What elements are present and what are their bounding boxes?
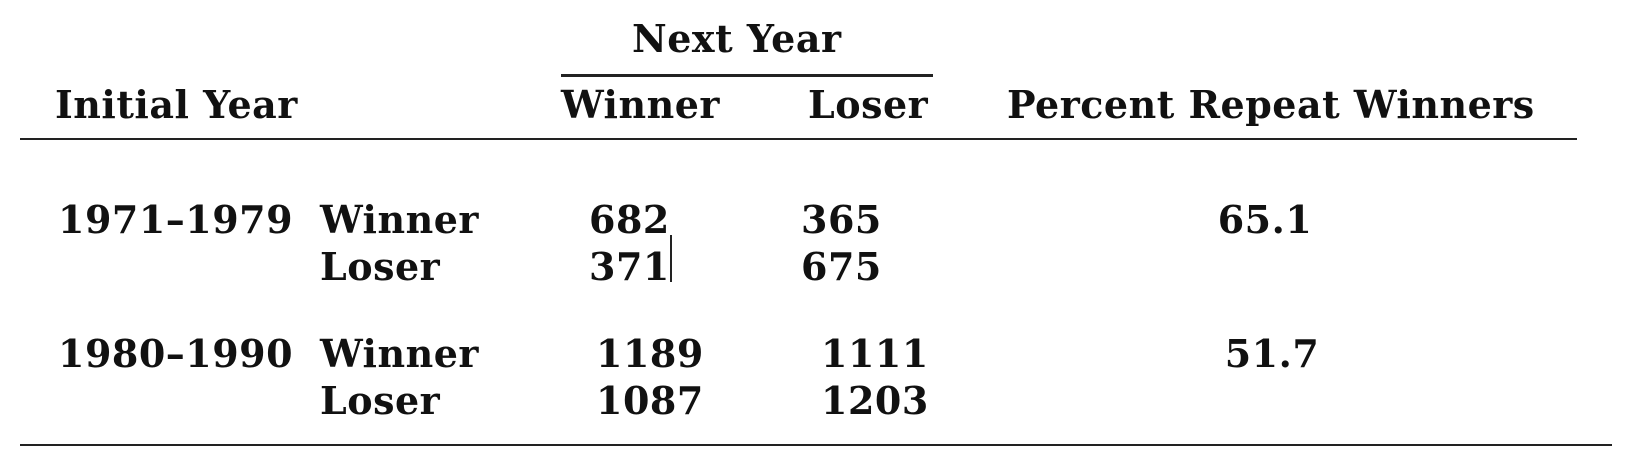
cell-winner-winner: 1189 <box>596 331 704 376</box>
cell-winner-winner: 682 <box>589 197 670 242</box>
percent-repeat-value: 51.7 <box>1224 331 1320 376</box>
next-year-group-header: Next Year <box>632 16 842 61</box>
initial-year-header: Initial Year <box>55 82 298 127</box>
row-label-winner: Winner <box>320 331 479 376</box>
cell-winner-loser: 1111 <box>821 331 929 376</box>
row-label-loser: Loser <box>320 378 441 423</box>
cell-loser-loser: 675 <box>801 244 882 289</box>
period-1971-1979: 1971–1979 <box>58 197 294 242</box>
period-1980-1990: 1980–1990 <box>58 331 294 376</box>
cell-loser-loser: 1203 <box>821 378 929 423</box>
next-year-underline <box>561 74 933 77</box>
cell-winner-loser: 365 <box>801 197 882 242</box>
cell-loser-winner: 1087 <box>596 378 704 423</box>
scan-artifact-mark <box>670 235 672 282</box>
percent-repeat-winners-header: Percent Repeat Winners <box>1007 82 1535 127</box>
cell-loser-winner: 371 <box>589 244 670 289</box>
winner-column-header: Winner <box>561 82 720 127</box>
table-bottom-rule <box>20 444 1612 446</box>
row-label-loser: Loser <box>320 244 441 289</box>
row-label-winner: Winner <box>320 197 479 242</box>
percent-repeat-value: 65.1 <box>1217 197 1313 242</box>
loser-column-header: Loser <box>808 82 929 127</box>
header-divider <box>20 138 1577 140</box>
